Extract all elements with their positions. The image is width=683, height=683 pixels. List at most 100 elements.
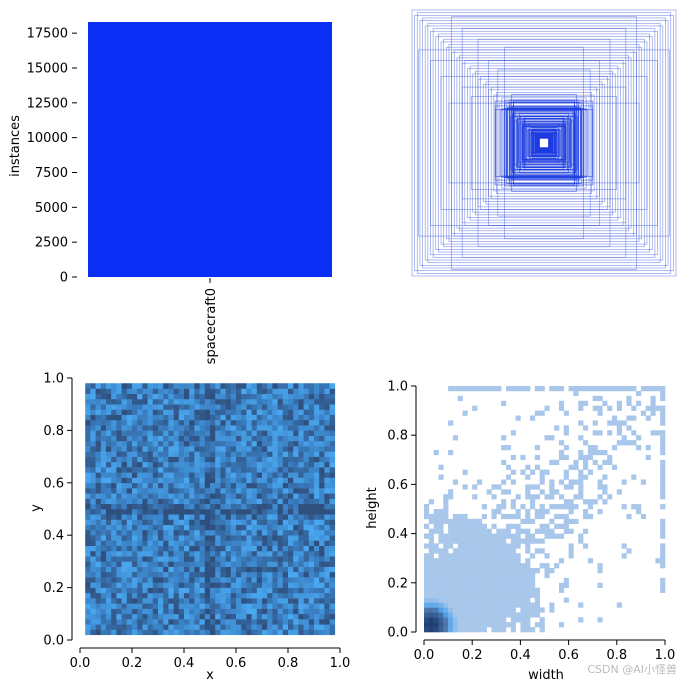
xy-histogram-cell [147, 608, 154, 615]
xy-histogram-cell [111, 482, 117, 489]
xy-histogram-cell [85, 587, 91, 594]
xy-histogram-cell [152, 561, 159, 567]
width-height-histogram-y-axis-label: height [365, 487, 380, 528]
width-height-histogram-cell [655, 405, 661, 411]
xy-histogram-cell [168, 550, 174, 557]
width-height-histogram-cell [481, 386, 487, 392]
xy-histogram-cell [288, 608, 294, 615]
width-height-histogram-cell [525, 543, 531, 549]
xy-histogram-cell [272, 472, 278, 478]
xy-histogram-cell [288, 414, 294, 421]
box-outline [482, 84, 606, 202]
xy-histogram-cells [85, 383, 336, 636]
xy-histogram-cell [184, 566, 190, 573]
width-height-histogram-cell [631, 504, 637, 510]
width-height-histogram-cell [491, 558, 497, 564]
xy-histogram-cell [147, 613, 154, 620]
xy-histogram-cell [220, 430, 226, 436]
xy-histogram-cell [199, 498, 206, 505]
xy-histogram-cell [282, 430, 289, 436]
xy-histogram-cell [225, 467, 232, 473]
xy-histogram-cell [230, 467, 237, 473]
width-height-histogram-cell [443, 612, 449, 618]
xy-histogram-cell [262, 524, 268, 531]
width-height-histogram-cell [636, 390, 642, 397]
xy-histogram-cell [189, 550, 195, 557]
xy-histogram-cell [147, 624, 154, 630]
xy-histogram-cell [85, 419, 91, 426]
xy-histogram-cell [189, 425, 195, 431]
width-height-histogram-cell [428, 612, 434, 618]
box-outline [513, 110, 575, 176]
width-height-histogram-cell [587, 454, 593, 461]
xy-histogram-cell [262, 509, 268, 515]
xy-histogram-cell [225, 488, 232, 494]
xy-histogram-cell [132, 550, 138, 557]
width-height-histogram-x-axis-label: width [528, 668, 564, 683]
xy-histogram-cell [293, 404, 299, 410]
width-height-histogram-cell [539, 474, 545, 480]
xy-histogram-cell [116, 561, 122, 567]
xy-histogram-cell [251, 592, 258, 599]
width-height-histogram-cell [568, 543, 574, 549]
xy-histogram-cell [116, 613, 122, 620]
width-height-histogram-cell [510, 499, 516, 505]
width-height-histogram-cell [611, 464, 618, 470]
xy-histogram-cell [137, 571, 143, 578]
width-height-histogram-cell [448, 617, 454, 623]
xy-histogram-cell [142, 404, 148, 410]
xy-histogram-cell [121, 613, 128, 620]
xy-histogram-cell [189, 477, 195, 484]
xy-histogram-cell [251, 393, 258, 400]
xy-histogram-cell [194, 388, 200, 395]
xy-histogram-cell [100, 524, 107, 531]
xy-histogram-cell [199, 477, 206, 484]
xy-histogram-cell [106, 509, 112, 515]
xy-histogram-cell [230, 503, 237, 510]
xy-histogram-cell [215, 598, 221, 604]
width-height-histogram-cell [563, 518, 569, 525]
xy-histogram-cell [277, 535, 284, 541]
xy-histogram-cell [210, 393, 216, 400]
xy-histogram-cell [324, 472, 330, 478]
xy-histogram-cell [288, 624, 294, 630]
xy-histogram-cell [230, 482, 237, 489]
xy-histogram-cell [220, 498, 226, 505]
xy-histogram-cell [168, 419, 174, 426]
xy-histogram-cell [126, 550, 133, 557]
width-height-histogram-cell [438, 533, 444, 539]
xy-histogram-cell [85, 404, 91, 410]
xy-histogram-cell [184, 587, 190, 594]
xy-histogram-cell [100, 446, 107, 452]
xy-histogram-cell [173, 446, 180, 452]
xy-histogram-cell [184, 383, 190, 389]
xy-histogram-cell [199, 451, 206, 457]
width-height-histogram-cell [496, 597, 502, 603]
xy-histogram-cell [189, 561, 195, 567]
xy-histogram-cell [132, 514, 138, 520]
width-height-histogram-cell [587, 499, 593, 505]
xy-histogram-cell [324, 388, 330, 395]
xy-histogram-cell [210, 414, 216, 421]
width-height-histogram-cell [626, 386, 632, 392]
xy-histogram-cell [137, 509, 143, 515]
xy-histogram-cell [215, 451, 221, 457]
xy-histogram-cell [204, 493, 211, 499]
xy-histogram-cell [126, 425, 133, 431]
width-height-histogram-cell [491, 577, 497, 584]
xy-histogram-cell [106, 566, 112, 573]
width-height-histogram-cell [433, 617, 439, 623]
xy-histogram-cell [225, 550, 232, 557]
xy-histogram-cell [199, 425, 206, 431]
box-center-marker [542, 141, 546, 145]
width-height-histogram-cell [554, 504, 560, 510]
xy-histogram-cell [121, 529, 128, 536]
xy-histogram-cell [277, 587, 284, 594]
xy-histogram-cell [90, 430, 96, 436]
width-height-histogram-cell [477, 592, 483, 598]
xy-histogram-cell [121, 598, 128, 604]
xy-histogram-cell [220, 383, 226, 389]
xy-histogram-cell [147, 629, 154, 636]
xy-histogram-cell [152, 398, 159, 405]
xy-histogram-cell [256, 498, 263, 505]
